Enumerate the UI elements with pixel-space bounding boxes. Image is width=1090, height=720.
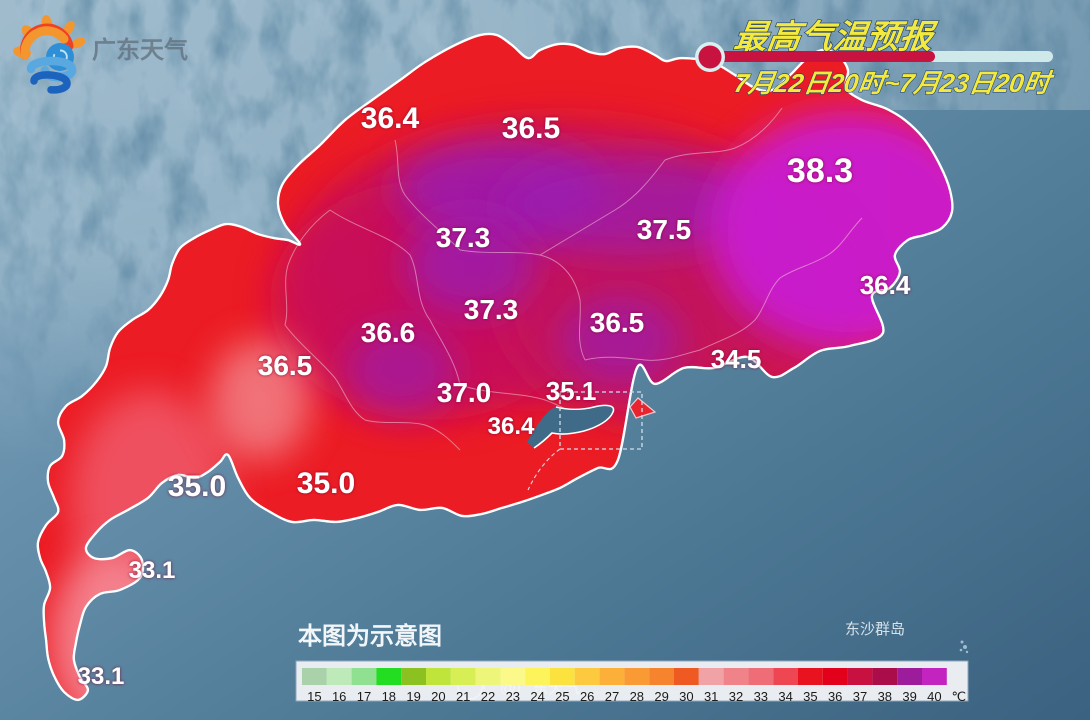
svg-text:29: 29 bbox=[654, 689, 668, 704]
svg-text:35.0: 35.0 bbox=[168, 470, 226, 503]
svg-text:17: 17 bbox=[357, 689, 371, 704]
svg-text:35.1: 35.1 bbox=[546, 376, 597, 406]
svg-text:广东天气: 广东天气 bbox=[92, 36, 188, 64]
svg-text:东沙群岛: 东沙群岛 bbox=[845, 621, 905, 638]
svg-text:40: 40 bbox=[927, 689, 941, 704]
svg-text:19: 19 bbox=[406, 689, 420, 704]
svg-text:36.6: 36.6 bbox=[361, 317, 416, 348]
svg-text:32: 32 bbox=[729, 689, 743, 704]
svg-text:37.3: 37.3 bbox=[464, 294, 519, 325]
svg-text:37.0: 37.0 bbox=[437, 377, 492, 408]
svg-text:23: 23 bbox=[506, 689, 520, 704]
svg-text:30: 30 bbox=[679, 689, 693, 704]
svg-text:18: 18 bbox=[382, 689, 396, 704]
svg-text:16: 16 bbox=[332, 689, 346, 704]
svg-text:℃: ℃ bbox=[951, 689, 966, 704]
svg-text:27: 27 bbox=[605, 689, 619, 704]
svg-text:39: 39 bbox=[902, 689, 916, 704]
svg-text:37.3: 37.3 bbox=[436, 222, 491, 253]
svg-text:37: 37 bbox=[853, 689, 867, 704]
svg-text:21: 21 bbox=[456, 689, 470, 704]
svg-text:36.4: 36.4 bbox=[361, 102, 420, 135]
svg-text:34: 34 bbox=[778, 689, 792, 704]
svg-text:最高气温预报: 最高气温预报 bbox=[732, 19, 940, 56]
svg-text:34.5: 34.5 bbox=[711, 344, 762, 374]
svg-text:36.4: 36.4 bbox=[488, 413, 535, 440]
svg-text:24: 24 bbox=[530, 689, 544, 704]
svg-text:36.5: 36.5 bbox=[258, 350, 313, 381]
svg-text:33: 33 bbox=[754, 689, 768, 704]
svg-text:25: 25 bbox=[555, 689, 569, 704]
svg-text:35: 35 bbox=[803, 689, 817, 704]
svg-text:22: 22 bbox=[481, 689, 495, 704]
svg-text:38.3: 38.3 bbox=[787, 152, 853, 190]
svg-text:26: 26 bbox=[580, 689, 594, 704]
svg-text:20: 20 bbox=[431, 689, 445, 704]
svg-text:28: 28 bbox=[630, 689, 644, 704]
svg-text:33.1: 33.1 bbox=[129, 557, 176, 584]
svg-text:35.0: 35.0 bbox=[297, 467, 355, 500]
svg-text:38: 38 bbox=[878, 689, 892, 704]
svg-text:37.5: 37.5 bbox=[637, 214, 692, 245]
svg-text:36.4: 36.4 bbox=[860, 270, 911, 300]
svg-text:33.1: 33.1 bbox=[78, 663, 125, 690]
svg-text:36: 36 bbox=[828, 689, 842, 704]
svg-text:7月22日20时~7月23日20时: 7月22日20时~7月23日20时 bbox=[732, 68, 1056, 98]
svg-text:36.5: 36.5 bbox=[502, 112, 560, 145]
svg-text:31: 31 bbox=[704, 689, 718, 704]
svg-text:15: 15 bbox=[307, 689, 321, 704]
svg-text:36.5: 36.5 bbox=[590, 307, 645, 338]
svg-text:本图为示意图: 本图为示意图 bbox=[298, 622, 442, 650]
